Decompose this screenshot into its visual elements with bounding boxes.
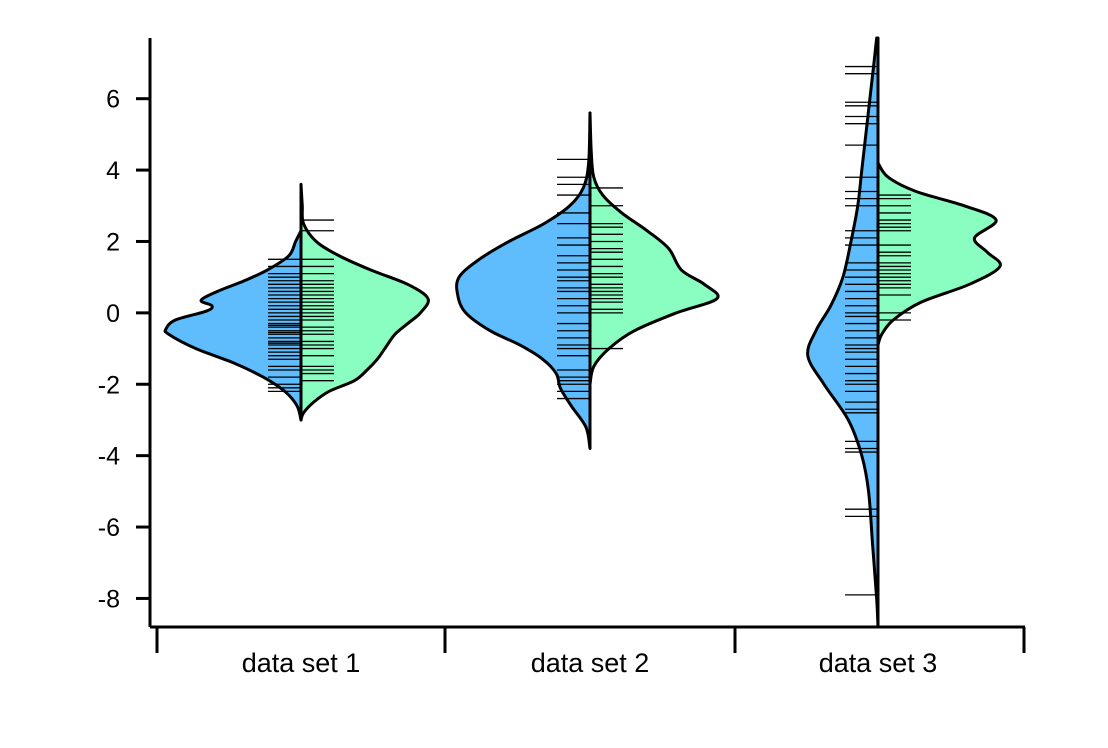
rug-marks-layer	[268, 65, 911, 596]
y-tick-label: 2	[106, 228, 120, 256]
rug-2	[557, 158, 623, 400]
x-ticks: data set 1 data set 2 data set 3	[155, 627, 1026, 678]
y-tick-label: 4	[106, 157, 120, 185]
axes-layer	[148, 38, 1025, 629]
y-tick-label: -6	[98, 514, 120, 542]
x-category-label: data set 1	[242, 648, 361, 678]
rug-3	[845, 65, 911, 596]
x-category-label: data set 2	[531, 648, 650, 678]
x-category-label: data set 3	[819, 648, 938, 678]
violin-2-left-half	[455, 111, 592, 451]
violin-3-right-half	[876, 161, 1002, 347]
y-tick-label: -2	[98, 371, 120, 399]
violin-3	[806, 36, 1002, 629]
y-tick-label: -4	[98, 443, 120, 471]
violin-1-left-half	[163, 229, 303, 422]
rug-1	[268, 219, 334, 393]
violins-layer	[163, 36, 1002, 629]
violin-1-right-half	[299, 182, 430, 422]
violin-3-left-half	[806, 36, 880, 629]
y-tick-label: -8	[98, 585, 120, 613]
y-ticks: -8 -6 -4 -2 0 2 4 6	[98, 86, 150, 613]
y-tick-label: 6	[106, 86, 120, 114]
y-tick-label: 0	[106, 300, 120, 328]
violin-2-right-half	[588, 111, 720, 386]
